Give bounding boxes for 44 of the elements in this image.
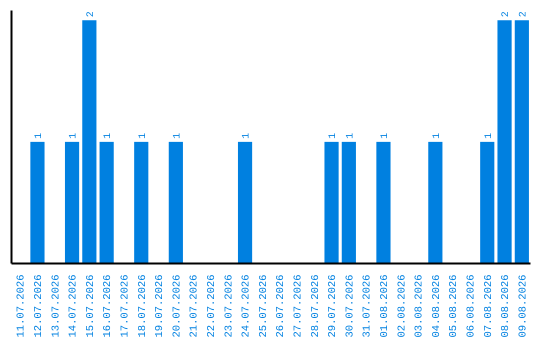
data-label: 1	[328, 132, 340, 139]
data-label: 1	[380, 132, 391, 139]
x-tick-label: 15.07.2026	[84, 274, 97, 338]
x-tick-label: 19.07.2026	[154, 274, 166, 338]
x-tick-label: 04.08.2026	[430, 274, 443, 338]
data-label: 1	[432, 132, 443, 139]
x-tick-label: 22.07.2026	[206, 274, 218, 338]
data-label: 2	[518, 11, 530, 18]
x-tick-label: 28.07.2026	[310, 274, 322, 338]
x-tick-label: 06.08.2026	[465, 274, 478, 338]
x-tick-label: 30.07.2026	[344, 274, 356, 338]
data-label: 1	[345, 132, 356, 139]
x-tick-label: 31.07.2026	[362, 274, 374, 338]
data-label: 1	[242, 132, 253, 139]
data-label: 1	[68, 132, 80, 139]
x-tick-label: 11.07.2026	[16, 274, 28, 338]
x-tick-label: 08.08.2026	[500, 274, 512, 338]
x-tick-label: 09.08.2026	[517, 274, 530, 338]
x-tick-label: 25.07.2026	[258, 274, 270, 338]
x-tick-label: 05.08.2026	[448, 274, 460, 338]
x-tick-label: 02.08.2026	[396, 274, 408, 338]
data-label: 1	[34, 132, 45, 139]
x-tick-label: 23.07.2026	[223, 274, 236, 338]
x-tick-label: 18.07.2026	[136, 274, 149, 338]
x-tick-label: 03.08.2026	[414, 274, 426, 338]
x-tick-label: 13.07.2026	[50, 274, 62, 338]
x-tick-label: 01.08.2026	[378, 274, 391, 338]
x-tick-label: 29.07.2026	[327, 274, 340, 338]
data-label: 1	[172, 132, 184, 139]
data-label: 1	[138, 132, 149, 139]
data-label: 2	[501, 11, 512, 18]
x-tick-label: 07.08.2026	[482, 274, 495, 338]
data-label: 1	[103, 132, 114, 139]
x-tick-label: 27.07.2026	[292, 274, 304, 338]
data-label: 2	[86, 11, 97, 18]
x-tick-label: 12.07.2026	[32, 274, 45, 338]
x-tick-label: 24.07.2026	[240, 274, 253, 338]
x-tick-label: 21.07.2026	[188, 274, 201, 338]
x-tick-label: 17.07.2026	[119, 274, 132, 338]
x-tick-label: 20.07.2026	[171, 274, 184, 338]
x-tick-label: 16.07.2026	[102, 274, 114, 338]
x-tick-label: 26.07.2026	[275, 274, 288, 338]
data-label: 1	[484, 132, 495, 139]
x-tick-label: 14.07.2026	[68, 274, 80, 338]
